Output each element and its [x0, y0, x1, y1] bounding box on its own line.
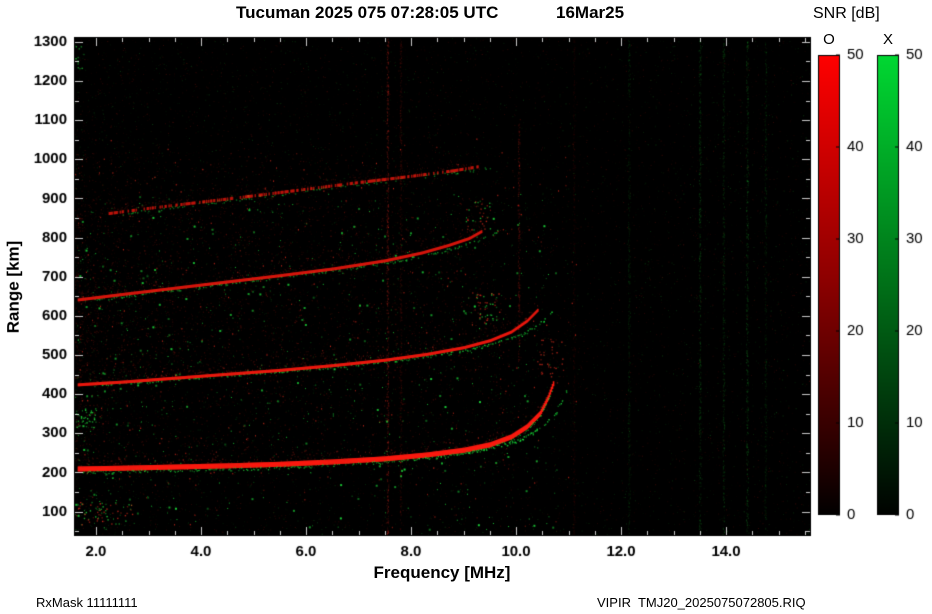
filename-label: VIPIR TMJ20_2025075072805.RIQ	[597, 595, 806, 610]
x-axis-title: Frequency [MHz]	[373, 563, 511, 582]
o-mode-label: O	[823, 31, 835, 48]
y-axis-title: Range [km]	[3, 240, 23, 334]
rxmask-label: RxMask 11111111	[36, 595, 138, 610]
plot-title: Tucuman 2025 075 07:28:05 UTC	[236, 3, 499, 22]
x-mode-label: X	[882, 31, 893, 48]
plot-date: 16Mar25	[556, 3, 625, 22]
snr-title: SNR [dB]	[813, 5, 880, 22]
